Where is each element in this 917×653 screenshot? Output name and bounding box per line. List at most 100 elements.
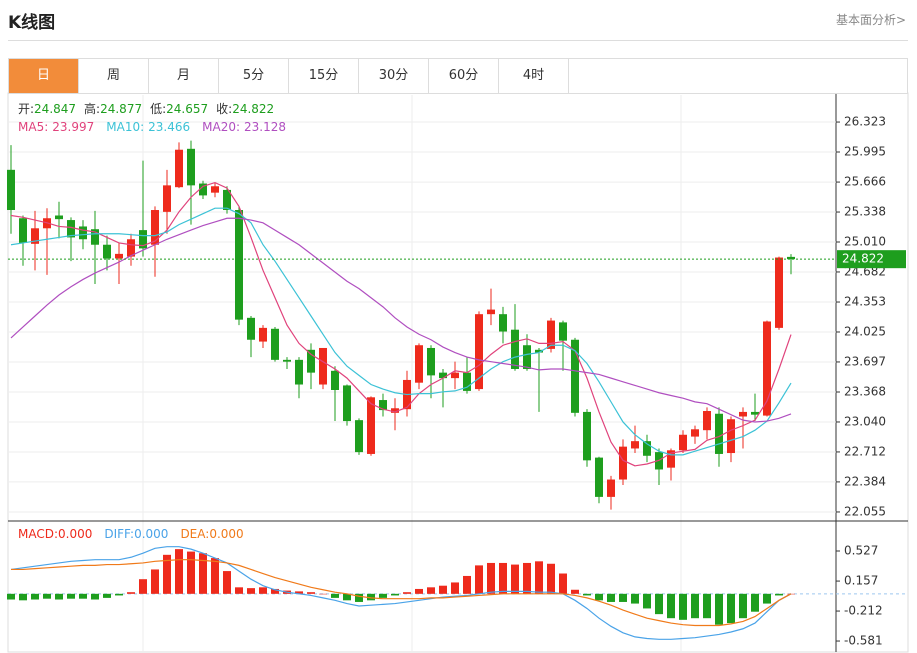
macd-bar (475, 565, 483, 594)
macd-legend-value: 0.000 (58, 527, 92, 541)
macd-bar (607, 593, 615, 602)
candle-body (727, 419, 735, 454)
candle-body (679, 434, 687, 451)
ohlc-legend: 开:24.847 高:24.877 低:24.657 收:24.822 (18, 101, 274, 116)
candle-body (511, 329, 519, 369)
candle-body (691, 429, 699, 437)
y-tick-label: 25.010 (844, 234, 886, 248)
candle-body (223, 189, 231, 211)
fundamentals-link[interactable]: 基本面分析> (835, 13, 906, 27)
macd-bar (679, 593, 687, 620)
ma-line (10, 181, 792, 467)
macd-bar (55, 593, 63, 600)
ohlc-value: 24.877 (100, 102, 142, 116)
period-tab[interactable]: 月 (149, 59, 219, 93)
y-tick-label: 25.666 (844, 175, 886, 189)
macd-bar (295, 591, 303, 594)
last-price-label: 24.822 (842, 252, 884, 266)
ma-line (10, 217, 792, 423)
ohlc-value: 24.822 (232, 102, 274, 116)
candle-body (763, 321, 771, 416)
period-tabs: 日周月 5分 15分 30分 60分 4时 (8, 58, 908, 94)
macd-bar (667, 593, 675, 619)
y-tick-label: 24.353 (844, 295, 886, 309)
macd-bar (583, 593, 591, 596)
candle-body (499, 314, 507, 332)
period-tab[interactable]: 日 (9, 59, 79, 93)
ohlc-label: 高: (84, 101, 100, 116)
y-tick-label: 25.338 (844, 205, 886, 219)
candle-body (787, 256, 795, 260)
y-tick-label: 23.697 (844, 354, 886, 368)
macd-bar (379, 593, 387, 598)
macd-bar (499, 562, 507, 594)
candle-body (439, 372, 447, 379)
period-tab[interactable]: 4时 (499, 59, 569, 93)
macd-bar (211, 558, 219, 594)
candle-body (307, 349, 315, 373)
macd-bar (571, 589, 579, 594)
macd-legend-value: 0.000 (134, 527, 168, 541)
candle-body (55, 215, 63, 220)
macd-bar (31, 593, 39, 600)
ma-line (10, 207, 792, 456)
period-tab[interactable]: 60分 (429, 59, 499, 93)
y-tick-label: 0.157 (844, 574, 878, 588)
last-price-tag (837, 250, 906, 269)
macd-line (11, 559, 792, 627)
macd-bar (235, 587, 243, 594)
period-tab[interactable]: 5分 (219, 59, 289, 93)
candle-body (607, 479, 615, 497)
candle-body (211, 186, 219, 193)
y-tick-label: 25.995 (844, 145, 886, 159)
macd-legend-name: DIFF: (104, 527, 134, 541)
macd-bar (67, 593, 75, 599)
y-tick-label: 26.323 (844, 115, 886, 129)
macd-bar (631, 593, 639, 604)
candle-body (19, 218, 27, 243)
y-tick-label: 0.527 (844, 544, 878, 558)
macd-bar (643, 593, 651, 609)
macd-bar (739, 593, 747, 619)
macd-bar (175, 549, 183, 594)
header-title: K线图 (8, 13, 56, 33)
period-tab[interactable]: 15分 (289, 59, 359, 93)
y-tick-label: 22.055 (844, 504, 886, 518)
candle-body (583, 411, 591, 461)
candle-body (79, 226, 87, 240)
macd-bar (367, 593, 375, 601)
candle-body (127, 239, 135, 257)
ohlc-label: 收: (216, 102, 232, 116)
candle-body (319, 347, 327, 385)
macd-bar (79, 593, 87, 599)
candle-body (739, 411, 747, 417)
candle-body (355, 420, 363, 453)
y-tick-label: 23.040 (844, 414, 886, 428)
candle-body (7, 169, 15, 211)
macd-bar (415, 588, 423, 594)
y-tick-label: 22.384 (844, 474, 886, 488)
macd-bar (7, 593, 15, 600)
candle-body (271, 328, 279, 360)
period-tab[interactable]: 周 (79, 59, 149, 93)
candle-body (31, 228, 39, 244)
macd-bar (19, 593, 27, 601)
candle-body (427, 347, 435, 376)
candle-body (283, 359, 291, 362)
y-tick-label: 24.025 (844, 324, 886, 338)
macd-bar (535, 561, 543, 594)
period-tab[interactable]: 30分 (359, 59, 429, 93)
candle-body (559, 322, 567, 341)
macd-bar (655, 593, 663, 615)
candle-body (571, 339, 579, 413)
candle-body (115, 253, 123, 259)
candle-body (67, 220, 75, 238)
macd-bar (427, 587, 435, 594)
macd-bar (139, 579, 147, 594)
candle-body (775, 257, 783, 328)
macd-bar (127, 592, 135, 594)
y-tick-label: -0.212 (844, 604, 883, 618)
candle-body (259, 327, 267, 342)
ohlc-value: 24.657 (166, 102, 208, 116)
